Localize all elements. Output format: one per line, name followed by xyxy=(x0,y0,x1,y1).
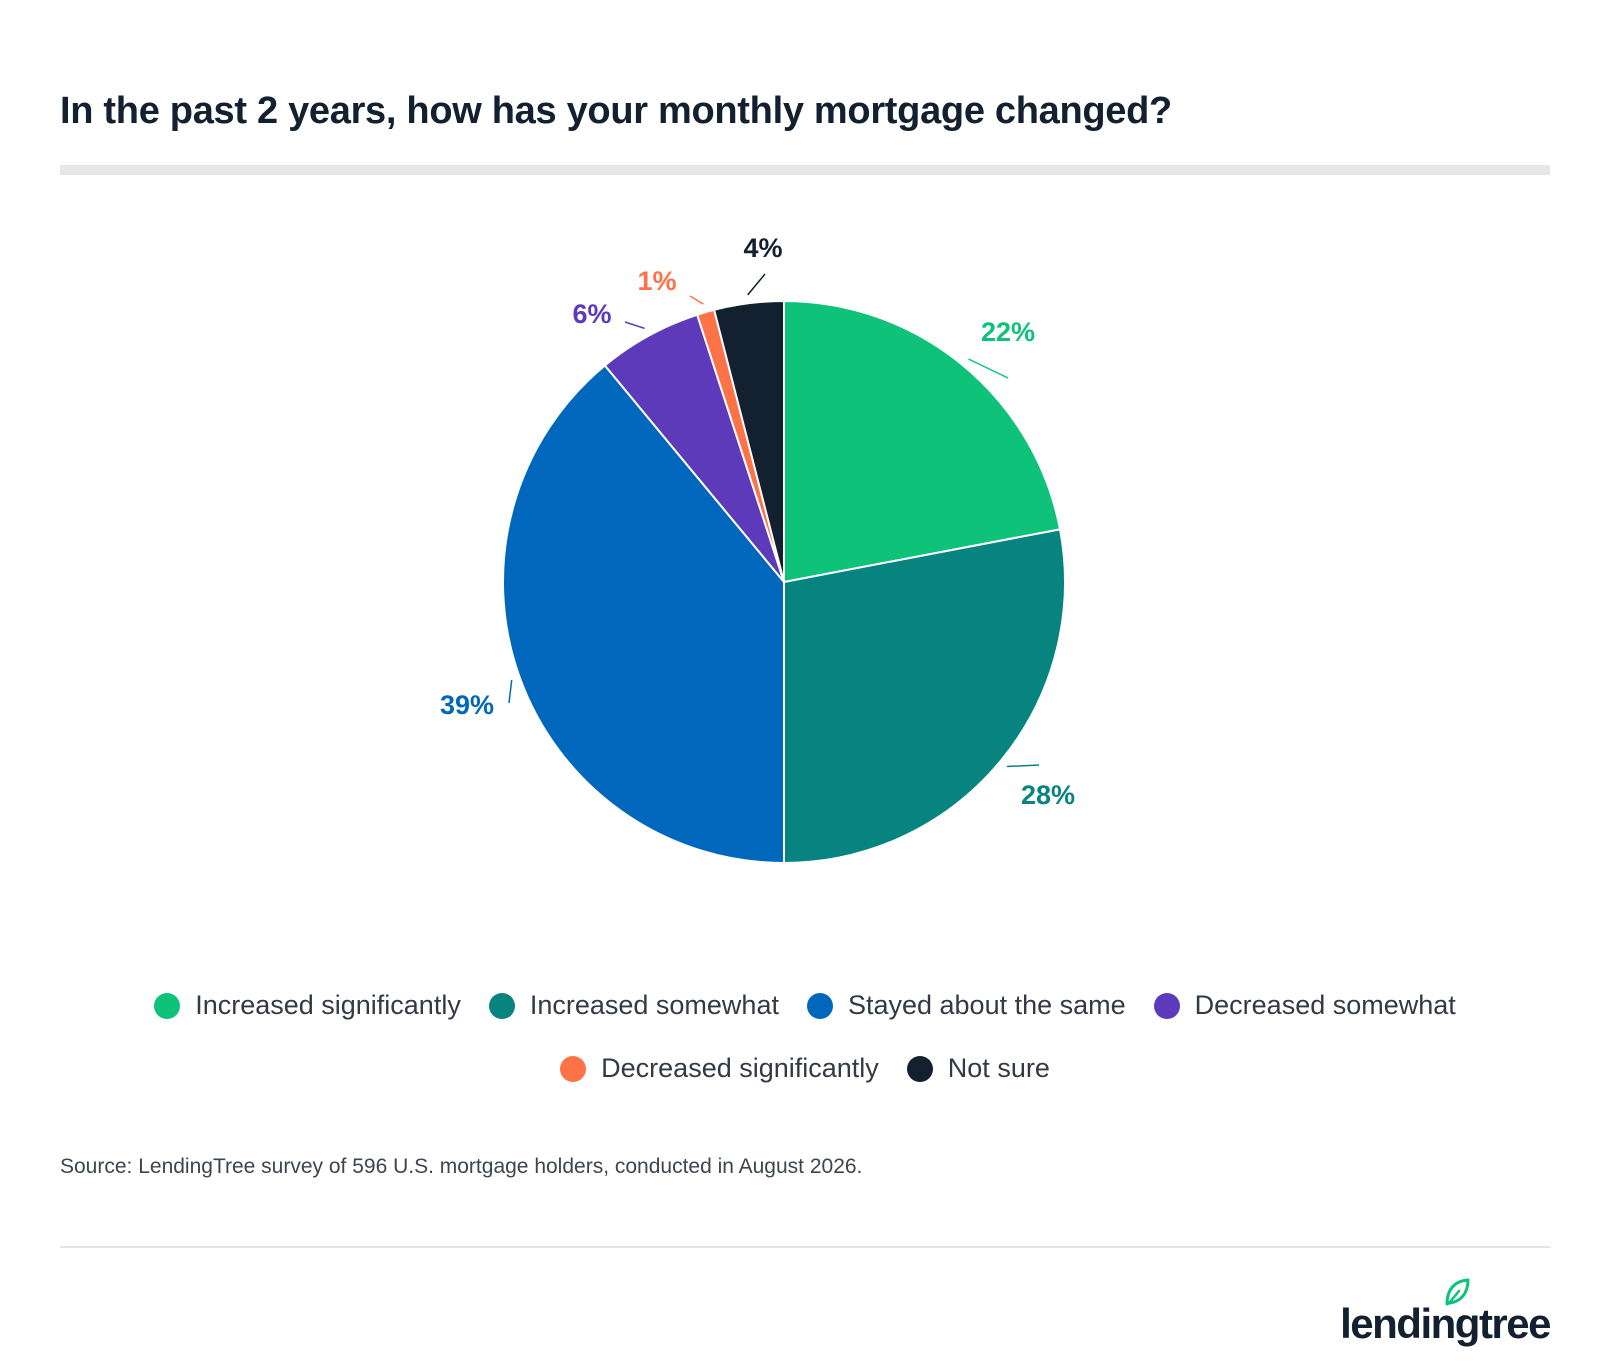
pie-leader-lines xyxy=(508,273,1040,768)
footer-divider xyxy=(60,1246,1550,1248)
pie-data-labels: 22% 28% 39% 6% 1% 4% xyxy=(440,233,1075,810)
legend-swatch xyxy=(906,1055,933,1082)
chart-title: In the past 2 years, how has your monthl… xyxy=(60,90,1172,132)
lendingtree-leaf-icon xyxy=(1445,1278,1470,1306)
leader-line xyxy=(624,321,645,330)
legend-label: Increased somewhat xyxy=(529,990,779,1020)
lendingtree-logo[interactable]: lendingtree xyxy=(1340,1278,1551,1348)
source-note: Source: LendingTree survey of 596 U.S. m… xyxy=(60,1155,863,1178)
legend-item[interactable]: Increased significantly xyxy=(154,990,461,1021)
data-label: 1% xyxy=(637,266,676,296)
pie-chart: 22% 28% 39% 6% 1% 4% xyxy=(440,233,1075,864)
chart-legend: Increased significantly Increased somewha… xyxy=(60,990,1550,1084)
data-label: 39% xyxy=(440,690,494,720)
pie-slices xyxy=(502,300,1066,864)
legend-swatch xyxy=(560,1055,587,1082)
legend-label: Stayed about the same xyxy=(847,990,1126,1020)
legend-label: Increased significantly xyxy=(195,990,461,1020)
data-label: 28% xyxy=(1021,780,1075,810)
data-label: 6% xyxy=(572,299,611,329)
legend-swatch xyxy=(1153,992,1180,1019)
data-label: 22% xyxy=(981,317,1035,347)
legend-swatch xyxy=(154,992,181,1019)
leader-line xyxy=(689,295,704,305)
legend-item[interactable]: Not sure xyxy=(906,1053,1050,1084)
legend-item[interactable]: Decreased significantly xyxy=(560,1053,879,1084)
legend-swatch xyxy=(488,992,515,1019)
title-divider xyxy=(60,165,1550,175)
leader-line xyxy=(508,679,513,704)
legend-label: Decreased somewhat xyxy=(1194,990,1456,1020)
legend-label: Not sure xyxy=(947,1053,1050,1083)
legend-item[interactable]: Increased somewhat xyxy=(488,990,779,1021)
legend-item[interactable]: Decreased somewhat xyxy=(1153,990,1456,1021)
legend-item[interactable]: Stayed about the same xyxy=(806,990,1126,1021)
legend-swatch xyxy=(806,992,833,1019)
pie-slice-increased-significantly[interactable] xyxy=(783,300,1062,583)
data-label: 4% xyxy=(743,233,782,263)
leader-line xyxy=(747,273,766,296)
leader-line xyxy=(968,358,1009,379)
pie-slice-not-sure[interactable] xyxy=(713,300,785,583)
pie-slice-stayed-about-the-same[interactable] xyxy=(502,364,785,864)
leader-line xyxy=(1006,764,1040,768)
legend-label: Decreased significantly xyxy=(601,1053,879,1083)
logo-wordmark: lendingtree xyxy=(1340,1300,1551,1347)
pie-slice-increased-somewhat[interactable] xyxy=(783,528,1066,864)
